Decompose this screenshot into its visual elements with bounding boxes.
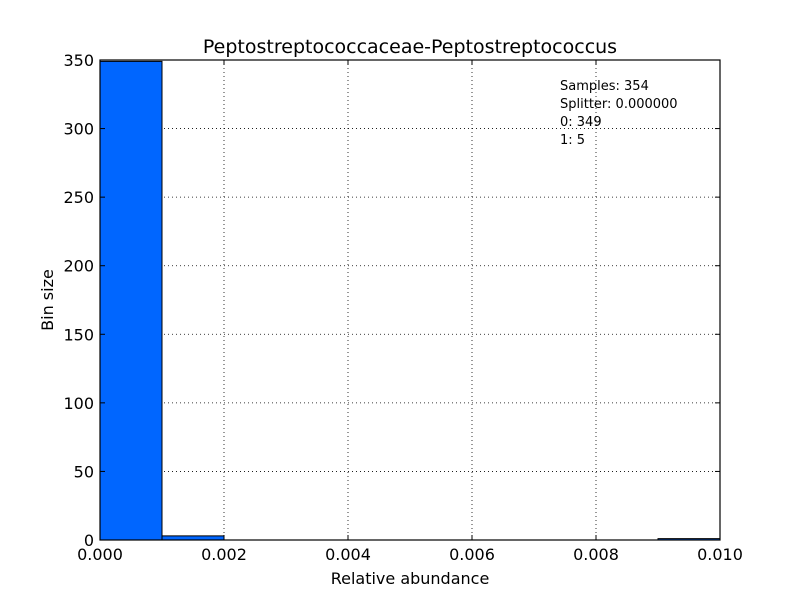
grid-lines bbox=[100, 60, 720, 540]
y-axis-label: Bin size bbox=[38, 269, 57, 331]
x-tick-label: 0.000 bbox=[77, 545, 123, 564]
x-tick-label: 0.002 bbox=[201, 545, 247, 564]
histogram-bar bbox=[99, 60, 163, 541]
y-tick-label: 350 bbox=[63, 51, 94, 70]
y-tick-label: 0 bbox=[84, 531, 94, 550]
annotation-line: 0: 349 bbox=[560, 115, 602, 130]
annotation-line: Samples: 354 bbox=[560, 79, 649, 94]
annotation-line: 1: 5 bbox=[560, 133, 585, 148]
y-tick-label: 100 bbox=[63, 394, 94, 413]
x-tick-label: 0.004 bbox=[325, 545, 371, 564]
x-tick-label: 0.008 bbox=[573, 545, 619, 564]
y-tick-label: 150 bbox=[63, 325, 94, 344]
annotation-line: Splitter: 0.000000 bbox=[560, 97, 678, 112]
x-tick-label: 0.010 bbox=[697, 545, 743, 564]
chart-title: Peptostreptococcaceae-Peptostreptococcus bbox=[203, 36, 617, 58]
stats-annotation: Samples: 354 Splitter: 0.000000 0: 349 1… bbox=[560, 79, 678, 148]
x-axis-label: Relative abundance bbox=[331, 569, 490, 588]
histogram-bar bbox=[161, 535, 225, 541]
plot-frame bbox=[99, 59, 721, 541]
y-tick-label: 50 bbox=[74, 462, 94, 481]
y-tick-label: 200 bbox=[63, 257, 94, 276]
axis-ticks: 0.000 0.002 0.004 0.006 0.008 0.010 0 50 100 150 2… bbox=[63, 51, 742, 564]
x-tick-label: 0.006 bbox=[449, 545, 495, 564]
y-tick-label: 300 bbox=[63, 120, 94, 139]
histogram-bars bbox=[99, 60, 721, 541]
y-tick-label: 250 bbox=[63, 188, 94, 207]
